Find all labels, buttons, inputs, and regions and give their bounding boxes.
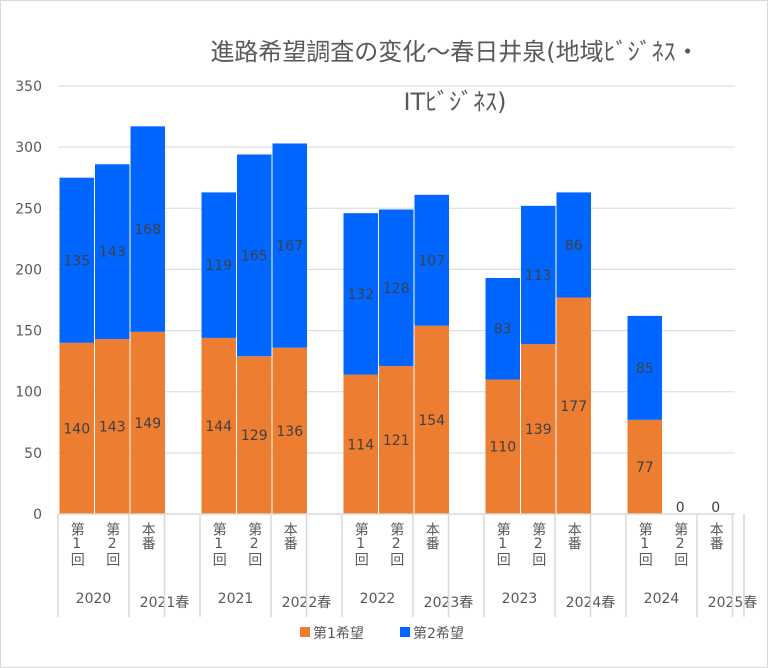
x-group-label-year: 2020 (76, 591, 112, 607)
bar-segment-second-choice (237, 154, 272, 357)
data-label-first-choice: 110 (489, 440, 516, 456)
x-category-label: 第1回 (211, 521, 227, 566)
data-label-second-choice: 119 (205, 258, 232, 274)
data-label-first-choice: 144 (205, 419, 232, 435)
bar-segment-second-choice (521, 205, 556, 345)
data-label-second-choice: 107 (418, 253, 445, 269)
x-group-label-year: 2022 (360, 591, 396, 607)
data-label-second-choice: 132 (347, 287, 374, 303)
data-label-first-choice: 177 (560, 399, 587, 415)
x-category-label: 第1回 (637, 521, 653, 566)
data-label-second-choice: 143 (99, 245, 126, 261)
bar-segment-first-choice (95, 339, 130, 514)
bar-segment-second-choice (59, 177, 94, 343)
data-label-first-choice: 149 (134, 416, 161, 432)
legend-label: 第2希望 (413, 625, 464, 642)
y-tick-label: 50 (24, 446, 42, 462)
bar-segment-first-choice (201, 337, 236, 514)
data-label-first-choice: 139 (525, 422, 552, 438)
bar-segment-second-choice (130, 126, 165, 332)
y-tick-label: 250 (15, 201, 42, 217)
data-label-second-choice: 168 (134, 222, 161, 238)
x-category-label: 第1回 (495, 521, 511, 566)
bar-segment-first-choice (414, 325, 449, 514)
chart-title-line: ITﾋﾞｼﾞﾈｽ) (403, 88, 506, 116)
x-group-label-year: 2023 (502, 591, 538, 607)
data-label-first-choice: 77 (636, 460, 654, 476)
bar-segment-first-choice (59, 342, 94, 514)
bar-segment-second-choice (95, 164, 130, 340)
bar-segment-second-choice (627, 315, 662, 420)
x-category-label: 本番 (282, 522, 298, 550)
x-category-label: 第2回 (104, 521, 120, 566)
x-category-label: 第1回 (69, 521, 85, 566)
bar-segment-first-choice (379, 366, 414, 514)
x-category-label: 第2回 (672, 521, 688, 566)
data-label-first-choice: 140 (63, 421, 90, 437)
x-category-label: 本番 (140, 522, 156, 550)
data-label-second-choice: 83 (494, 322, 512, 338)
bar-segment-first-choice (627, 419, 662, 514)
data-label-second-choice: 135 (63, 253, 90, 269)
data-label-second-choice: 113 (525, 268, 552, 284)
bar-segment-first-choice (485, 379, 520, 514)
data-label-second-choice: 167 (276, 239, 303, 255)
data-label-first-choice: 129 (241, 428, 268, 444)
x-category-label: 本番 (424, 522, 440, 550)
y-tick-label: 0 (33, 507, 42, 523)
y-tick-label: 100 (15, 385, 42, 401)
bar-segment-first-choice (556, 297, 591, 514)
bar-segment-first-choice (272, 347, 307, 514)
x-category-label: 本番 (566, 522, 582, 550)
data-label-second-choice: 165 (241, 248, 268, 264)
bar-segment-second-choice (343, 213, 378, 375)
data-label-first-choice: 136 (276, 424, 303, 440)
data-label-first-choice: 154 (418, 413, 445, 429)
bar-segment-second-choice (272, 143, 307, 348)
bar-segment-second-choice (556, 192, 591, 298)
data-label-first-choice: 121 (383, 433, 410, 449)
x-category-label: 第2回 (388, 521, 404, 566)
data-label-first-choice: 114 (347, 437, 374, 453)
bar-segment-first-choice (237, 356, 272, 514)
data-label-second-choice: 85 (636, 361, 654, 377)
legend-swatch (300, 627, 310, 637)
data-label-second-choice: 128 (383, 281, 410, 297)
x-category-label: 第2回 (530, 521, 546, 566)
bar-segment-first-choice (521, 344, 556, 514)
bar-segment-second-choice (414, 194, 449, 326)
x-group-label-year: 2021 (218, 591, 254, 607)
x-category-label: 本番 (708, 522, 724, 550)
x-category-label: 第1回 (353, 521, 369, 566)
y-tick-label: 200 (15, 262, 42, 278)
data-label: 0 (676, 500, 685, 516)
chart-title-line: 進路希望調査の変化～春日井泉(地域ﾋﾞｼﾞﾈｽ・ (210, 38, 699, 66)
data-label-first-choice: 143 (99, 420, 126, 436)
bar-segment-first-choice (343, 374, 378, 514)
y-tick-label: 350 (15, 79, 42, 95)
data-label: 0 (711, 500, 720, 516)
bar-segment-second-choice (201, 192, 236, 338)
bar-segment-first-choice (130, 331, 165, 514)
legend-swatch (400, 627, 410, 637)
bar-segment-second-choice (379, 209, 414, 367)
y-tick-label: 150 (15, 324, 42, 340)
x-group-label-year: 2024 (644, 591, 680, 607)
x-category-label: 第2回 (246, 521, 262, 566)
data-label-second-choice: 86 (565, 238, 583, 254)
legend-label: 第1希望 (313, 625, 364, 642)
y-tick-label: 300 (15, 140, 42, 156)
bar-segment-second-choice (485, 277, 520, 380)
